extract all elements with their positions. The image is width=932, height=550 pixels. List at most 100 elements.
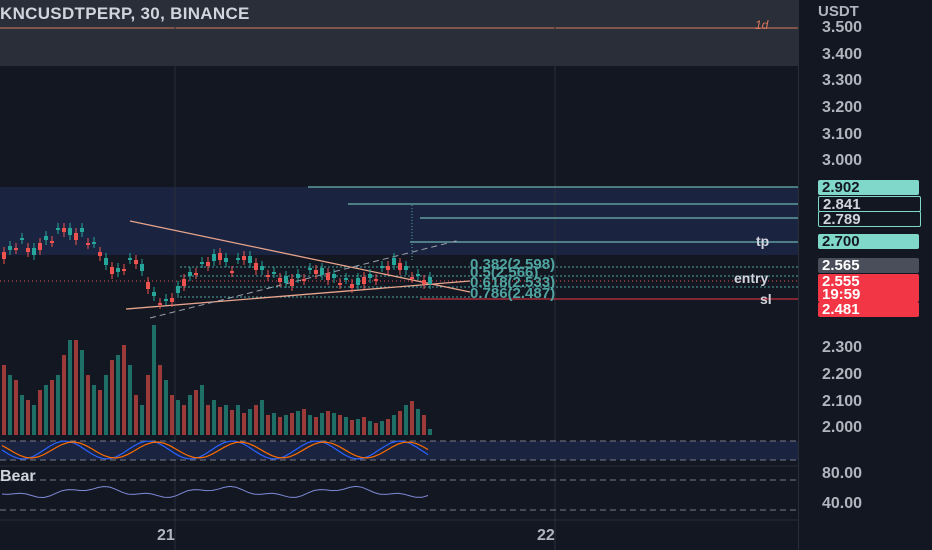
volume-bar	[284, 415, 288, 435]
volume-bar	[140, 405, 144, 435]
volume-bar	[170, 395, 174, 435]
volume-bar	[254, 405, 258, 435]
candle-body	[146, 282, 150, 289]
volume-bar	[368, 421, 372, 435]
volume-bar	[374, 423, 378, 435]
candle-body	[272, 272, 276, 274]
volume-bar	[332, 413, 336, 435]
volume-bar	[62, 355, 66, 435]
volume-bar	[20, 395, 24, 435]
volume-bar	[386, 419, 390, 435]
price-tick: 2.100	[822, 393, 863, 410]
candle-body	[44, 236, 48, 240]
candle-body	[254, 263, 258, 270]
volume-bar	[158, 365, 162, 435]
candle-body	[26, 248, 30, 252]
volume-bar	[110, 360, 114, 435]
candle-body	[344, 278, 348, 280]
candle-body	[296, 274, 300, 278]
timeframe-label: 1d	[755, 18, 769, 32]
candle-body	[110, 267, 114, 274]
stoch-d-line	[1, 441, 429, 459]
volume-bar	[2, 365, 6, 435]
fib-label-0618: 0.618(2.533)	[470, 274, 556, 291]
entry-label: entry	[734, 270, 769, 286]
volume-bar	[38, 390, 42, 435]
candle-body	[164, 299, 168, 301]
candle-body	[14, 248, 18, 250]
price-tag-2841: 2.841	[818, 196, 921, 212]
candle-body	[206, 262, 210, 266]
volume-bar	[404, 405, 408, 435]
candle-body	[92, 242, 96, 244]
symbol-title[interactable]: KNCUSDTPERP, 30, BINANCE	[0, 4, 250, 23]
candle-body	[386, 266, 390, 270]
currency-label: USDT	[818, 3, 859, 20]
volume-bar	[326, 411, 330, 435]
price-tag-2789: 2.789	[818, 211, 921, 227]
candle-body	[392, 258, 396, 265]
volume-bar	[182, 405, 186, 435]
candle-body	[188, 272, 192, 276]
candle-body	[278, 278, 282, 282]
candle-body	[398, 263, 402, 270]
candle-body	[98, 252, 102, 256]
chart-plot-area[interactable]	[0, 0, 798, 550]
tp-label: tp	[756, 233, 770, 249]
volume-bar	[266, 415, 270, 435]
rsi-tick-40: 40.00	[822, 495, 863, 512]
stoch-k-line	[1, 440, 429, 460]
candle-body	[236, 258, 240, 260]
rsi-tick-80: 80.00	[822, 465, 863, 482]
candle-body	[410, 277, 414, 279]
volume-bar	[278, 417, 282, 435]
candle-body	[266, 275, 270, 277]
price-tick: 3.400	[822, 46, 863, 63]
candle-body	[416, 274, 420, 276]
volume-bar	[362, 417, 366, 435]
volume-bar	[98, 390, 102, 435]
triangle-upper-trendline	[129, 220, 471, 293]
volume-bar	[218, 407, 222, 435]
candle-body	[308, 268, 312, 270]
candle-body	[422, 280, 426, 284]
volume-bar	[236, 405, 240, 435]
volume-bar	[428, 429, 432, 435]
price-tag-2565: 2.565	[818, 258, 919, 273]
volume-bar	[44, 385, 48, 435]
candle-body	[326, 273, 330, 280]
candle-body	[320, 268, 324, 275]
price-tick: 3.500	[822, 19, 863, 36]
candle-body	[74, 233, 78, 240]
candle-body	[2, 252, 6, 259]
candle-body	[68, 228, 72, 235]
date-label-22: 22	[537, 527, 555, 544]
fib-label-05: 0.5(2.566)	[470, 264, 539, 281]
triangle-lower-trendline	[125, 280, 471, 310]
volume-bar	[422, 415, 426, 435]
candle-body	[134, 260, 138, 264]
volume-bar	[272, 413, 276, 435]
volume-bar	[104, 375, 108, 435]
volume-bar	[92, 385, 96, 435]
volume-bar	[314, 417, 318, 435]
volume-bar	[392, 415, 396, 435]
candle-body	[218, 253, 222, 260]
volume-bar	[398, 411, 402, 435]
volume-bar	[50, 380, 54, 435]
volume-bar	[68, 340, 72, 435]
volume-bar	[302, 409, 306, 435]
candle-body	[116, 268, 120, 272]
candle-body	[104, 258, 108, 265]
volume-bar	[224, 405, 228, 435]
candle-body	[428, 277, 432, 284]
volume-bar	[200, 385, 204, 435]
price-tag-current: 2.555	[818, 274, 919, 289]
volume-bar	[128, 365, 132, 435]
channel-dashed-line	[149, 239, 461, 319]
fib-label-0786: 0.786(2.487)	[470, 285, 556, 302]
candle-body	[290, 279, 294, 286]
volume-bars	[2, 325, 432, 435]
price-tick: 3.300	[822, 72, 863, 89]
candle-body	[332, 274, 336, 278]
